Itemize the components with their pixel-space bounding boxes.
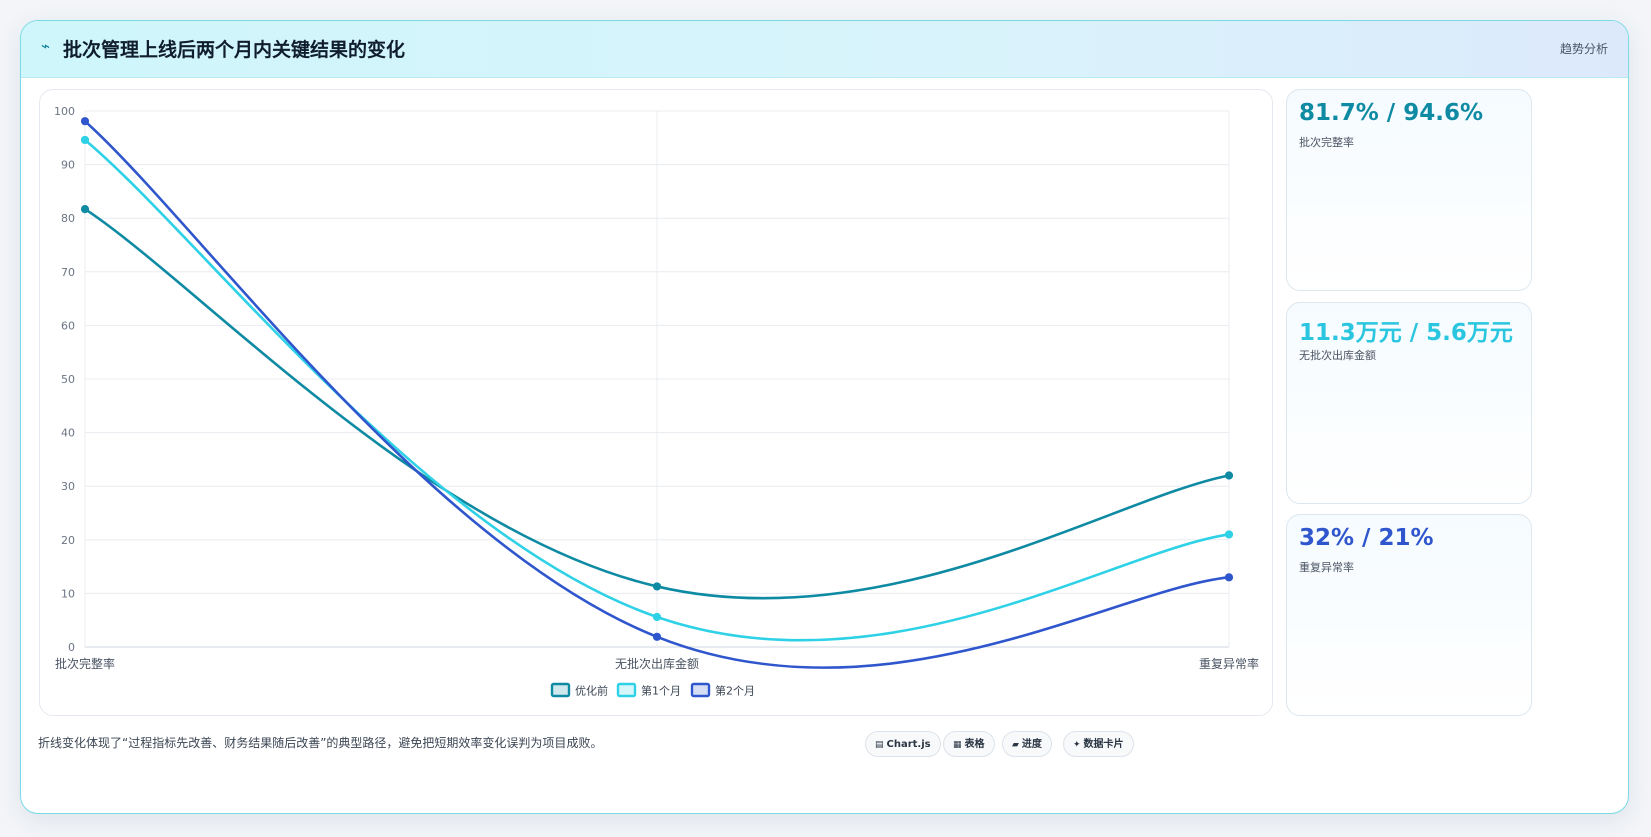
- progress-icon: ▰: [1012, 740, 1019, 750]
- y-tick-label: 60: [61, 319, 75, 332]
- data-point: [80, 135, 90, 145]
- x-tick-label: 无批次出库金额: [615, 656, 699, 671]
- stat-card-repeat-anomaly: 32% / 21% 重复异常率: [1286, 514, 1532, 716]
- trend-icon: ⌁: [41, 37, 51, 55]
- data-point: [652, 632, 662, 641]
- y-tick-label: 90: [61, 159, 75, 172]
- y-tick-label: 50: [61, 373, 75, 386]
- legend-swatch: [550, 682, 571, 698]
- data-point: [80, 117, 90, 126]
- legend-swatch: [690, 682, 711, 698]
- stat-card-unbatched-amount: 11.3万元 / 5.6万元 无批次出库金额: [1286, 302, 1532, 504]
- stat-value: 81.7% / 94.6%: [1299, 100, 1483, 126]
- y-tick-label: 80: [61, 212, 75, 225]
- data-point: [1224, 573, 1234, 582]
- data-point: [652, 612, 662, 622]
- stat-card-batch-completeness: 81.7% / 94.6% 批次完整率: [1286, 89, 1532, 291]
- legend-label: 第1个月: [641, 684, 681, 698]
- card-header: ⌁ 批次管理上线后两个月内关键结果的变化 趋势分析: [21, 21, 1628, 78]
- data-point: [652, 582, 662, 591]
- data-point: [80, 204, 90, 214]
- table-icon: ▤: [875, 740, 884, 750]
- y-tick-label: 30: [61, 480, 75, 493]
- footer-note: 折线变化体现了“过程指标先改善、财务结果随后改善”的典型路径，避免把短期效率变化…: [38, 736, 603, 750]
- data-point: [1224, 530, 1234, 539]
- data-point: [1224, 471, 1234, 480]
- stat-label: 无批次出库金额: [1299, 349, 1376, 362]
- y-tick-label: 0: [68, 641, 75, 654]
- page-title: 批次管理上线后两个月内关键结果的变化: [63, 39, 406, 61]
- sparkle-icon: ✦: [1073, 740, 1081, 750]
- y-tick-label: 40: [61, 427, 75, 440]
- line-chart: 0 10 20 30 40 50 60 70 80 90 100 批次完整率 无批次出库金额 重复异常率优…: [39, 89, 1273, 716]
- stat-label: 重复异常率: [1299, 561, 1354, 574]
- chart-svg: 0 10 20 30 40 50 60 70 80 90 100 批次完整率 无批次出库金额 重复异常率优…: [54, 105, 1259, 698]
- legend-swatch: [616, 682, 637, 698]
- chip-progress[interactable]: ▰ 进度: [1002, 731, 1052, 757]
- report-card: ⌁ 批次管理上线后两个月内关键结果的变化 趋势分析 0 10 20 30 40 50 60 7…: [20, 20, 1629, 814]
- analysis-tag: 趋势分析: [1559, 42, 1608, 56]
- stat-label: 批次完整率: [1299, 136, 1354, 149]
- chip-table[interactable]: ▦ 表格: [943, 731, 995, 757]
- y-tick-label: 70: [61, 266, 75, 279]
- y-tick-label: 100: [54, 105, 75, 118]
- grid-icon: ▦: [953, 740, 962, 750]
- x-tick-label: 重复异常率: [1199, 656, 1259, 671]
- y-tick-label: 10: [61, 587, 75, 600]
- chip-data-card[interactable]: ✦ 数据卡片: [1063, 731, 1134, 757]
- x-tick-label: 批次完整率: [55, 656, 115, 671]
- y-tick-label: 20: [61, 534, 75, 547]
- chip-chartjs[interactable]: ▤ Chart.js: [865, 731, 941, 757]
- stat-value: 32% / 21%: [1299, 525, 1434, 551]
- series-line-3: [83, 119, 1231, 669]
- legend-label: 第2个月: [715, 684, 755, 698]
- legend-label: 优化前: [575, 684, 608, 698]
- stat-value: 11.3万元 / 5.6万元: [1299, 320, 1513, 346]
